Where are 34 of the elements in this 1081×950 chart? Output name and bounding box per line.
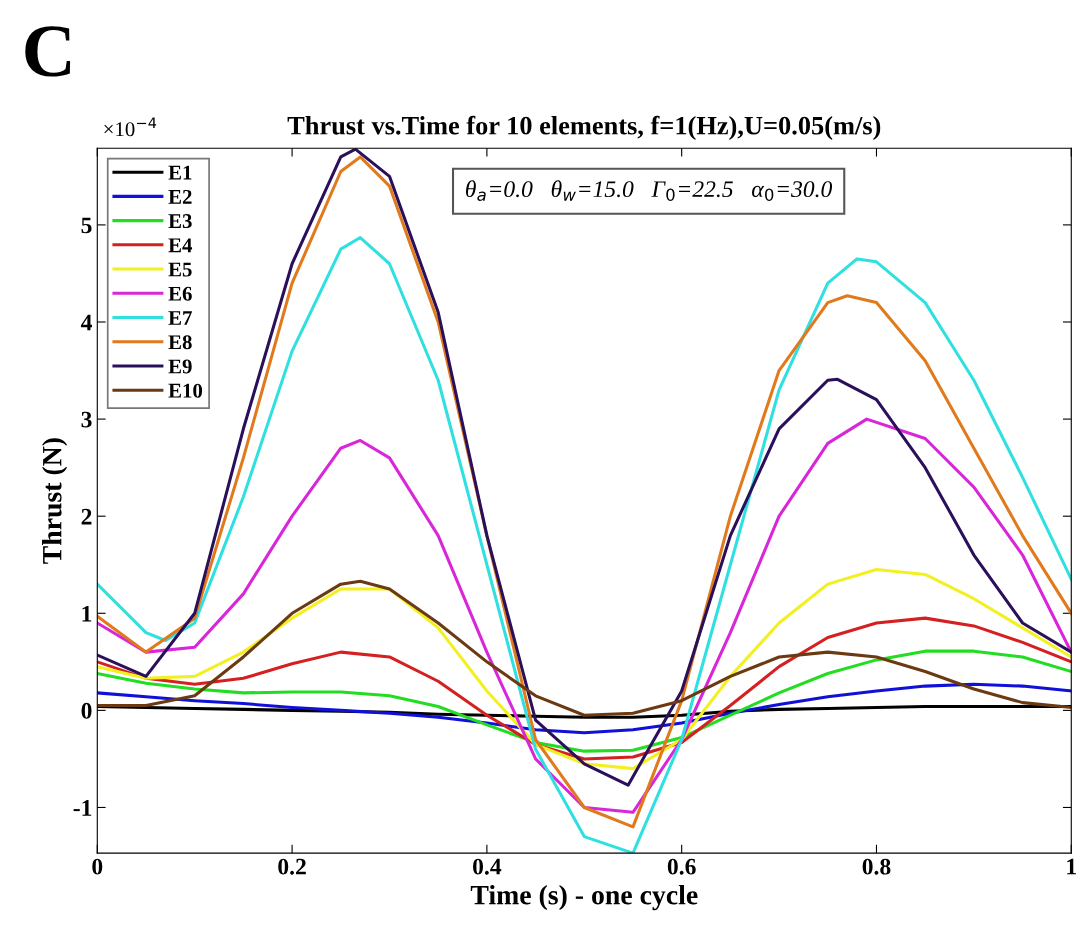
x-tick-label: 0.6: [667, 858, 696, 875]
y-axis-title: Thrust (N): [42, 438, 68, 564]
legend-label: E2: [168, 189, 192, 204]
x-axis-title: Time (s) - one cycle: [470, 884, 698, 911]
line-series: [97, 616, 1072, 761]
x-tick-label: 0.8: [862, 858, 891, 875]
y-tick-label: 2: [81, 508, 92, 525]
legend-label: E5: [168, 262, 192, 277]
y-tick-label: -1: [73, 800, 92, 816]
legend-label: E1: [168, 165, 192, 180]
legend-label: E4: [168, 238, 193, 253]
line-series: [97, 417, 1072, 814]
legend-label: E9: [168, 359, 192, 374]
line-series: [97, 649, 1072, 753]
x-tick-label: 0: [92, 858, 103, 875]
y-tick-label: 1: [82, 605, 92, 622]
legend-label: E3: [168, 214, 192, 229]
line-series: [97, 579, 1072, 717]
legend-label: E6: [168, 286, 192, 301]
legend-label: E10: [168, 383, 203, 398]
x-tick-label: 0.4: [473, 858, 502, 875]
y-tick-label: 0: [81, 702, 92, 719]
x-tick-label: 1: [1067, 858, 1076, 875]
chart-title: Thrust vs.Time for 10 elements, f=1(Hz),U=0.05(m/s): [287, 115, 881, 140]
legend-label: E8: [168, 335, 192, 350]
x-tick-label: 0.2: [278, 858, 306, 875]
legend-label: E7: [168, 311, 192, 325]
text: C: [25, 26, 71, 77]
text: ×10$^{−4}$: [104, 117, 157, 137]
line-series: [97, 682, 1072, 735]
y-tick-label: 4: [80, 314, 92, 331]
text: θ$_{a}$=0.0 θ$_{w}$=15.0 Γ$_{0}$=22.5 α$_{0}$=30.0: [465, 180, 833, 201]
y-tick-label: 3: [81, 411, 92, 428]
y-tick-label: 5: [81, 217, 92, 234]
